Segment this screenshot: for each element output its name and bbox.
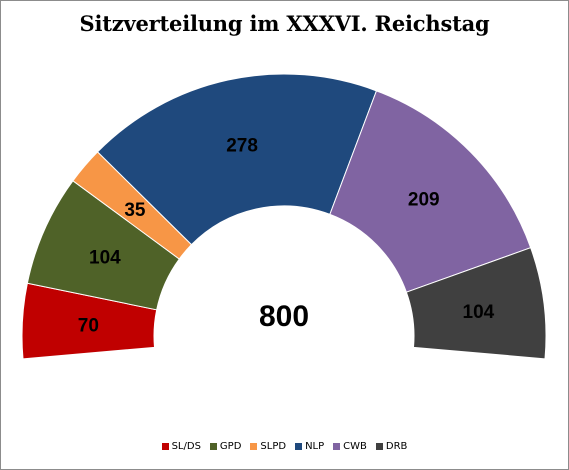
- legend-swatch: [333, 443, 341, 450]
- legend-item-gpd: GPD: [209, 441, 242, 452]
- chart-title: Sitzverteilung im XXXVI. Reichstag: [79, 11, 490, 36]
- slice-nlp: [96, 73, 378, 246]
- legend-label: SL/DS: [171, 441, 201, 452]
- legend-item-nlp: NLP: [295, 441, 324, 452]
- legend-label: CWB: [343, 441, 367, 452]
- legend-label: GPD: [219, 441, 242, 452]
- legend-swatch: [161, 443, 169, 450]
- data-label-nlp: 278: [226, 136, 258, 157]
- data-label-cwb: 209: [408, 190, 440, 211]
- legend-label: NLP: [305, 441, 325, 452]
- chart-legend: SL/DS GPD SLPD NLP CWB DRB: [0, 441, 569, 452]
- data-label-drb: 104: [463, 302, 495, 323]
- slice-drb: [405, 247, 547, 360]
- legend-swatch: [295, 443, 303, 450]
- chart-data-labels: 70 104 35 278 209 104: [78, 136, 495, 337]
- slice-cwb: [329, 90, 532, 293]
- legend-label: DRB: [385, 441, 408, 452]
- legend-swatch: [250, 443, 258, 450]
- legend-item-drb: DRB: [375, 441, 408, 452]
- data-label-sl-ds: 70: [78, 316, 99, 337]
- legend-swatch: [209, 443, 217, 450]
- total-seats-label: 800: [259, 300, 309, 333]
- legend-swatch: [375, 443, 383, 450]
- legend-item-slpd: SLPD: [250, 441, 286, 452]
- legend-label: SLPD: [260, 441, 287, 452]
- legend-item-cwb: CWB: [333, 441, 367, 452]
- chart-slices: [21, 73, 547, 360]
- legend-item-sl-ds: SL/DS: [161, 441, 201, 452]
- data-label-slpd: 35: [124, 200, 146, 221]
- data-label-gpd: 104: [89, 247, 121, 268]
